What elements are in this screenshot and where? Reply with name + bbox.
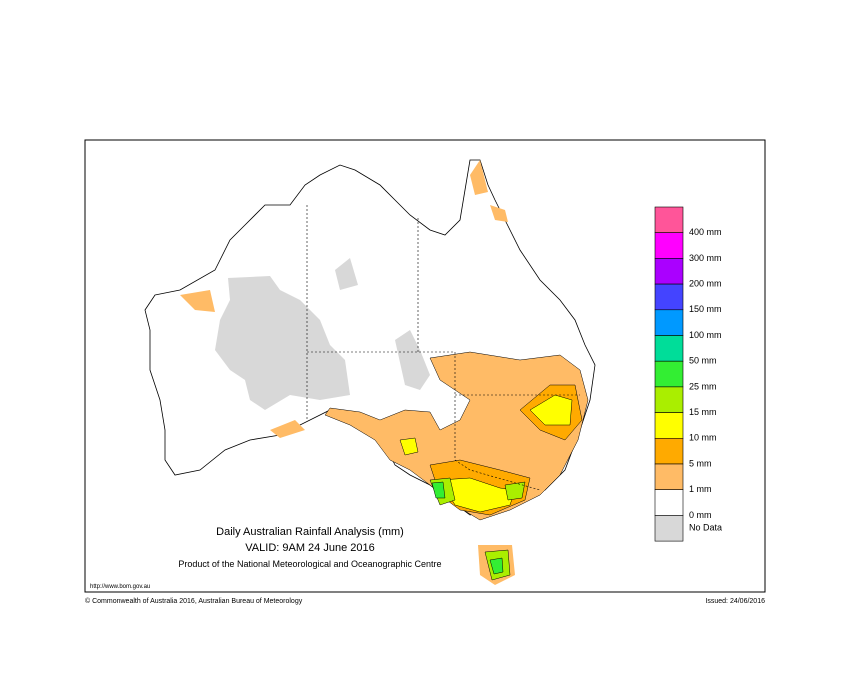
legend-swatch bbox=[654, 489, 684, 516]
rain-1mm-area bbox=[180, 290, 215, 312]
legend-swatch bbox=[654, 232, 684, 259]
no-data-area bbox=[335, 258, 358, 290]
no-data-area bbox=[395, 330, 430, 390]
legend-swatch bbox=[654, 360, 684, 388]
legend-swatch bbox=[654, 309, 684, 336]
rain-1mm-area bbox=[470, 160, 488, 195]
legend-label: 15 mm bbox=[689, 407, 717, 417]
rain-25mm-area bbox=[431, 481, 504, 575]
legend-swatch bbox=[654, 283, 684, 311]
legend-swatch bbox=[654, 463, 684, 491]
copyright: © Commonwealth of Australia 2016, Austra… bbox=[85, 597, 303, 605]
legend-swatch bbox=[654, 258, 684, 285]
legend-label: 1 mm bbox=[689, 484, 712, 494]
url: http://www.bom.gov.au bbox=[90, 584, 150, 590]
legend-swatch bbox=[654, 515, 684, 542]
legend-label: 0 mm bbox=[689, 510, 712, 520]
rain-1mm-area bbox=[270, 420, 305, 438]
state-borders bbox=[306, 205, 580, 491]
rain-1mm-area bbox=[490, 205, 508, 222]
legend-label: 25 mm bbox=[689, 381, 717, 391]
legend-swatch bbox=[654, 437, 684, 465]
issued-date: Issued: 24/06/2016 bbox=[705, 598, 765, 605]
map-title: Daily Australian Rainfall Analysis (mm) bbox=[216, 526, 404, 538]
legend-label: 100 mm bbox=[689, 330, 722, 340]
legend-label: 10 mm bbox=[689, 433, 717, 443]
legend-label: No Data bbox=[689, 523, 722, 533]
legend-swatch bbox=[654, 206, 684, 234]
legend-label: 200 mm bbox=[689, 278, 722, 288]
no-data-area bbox=[215, 276, 350, 410]
valid-time: VALID: 9AM 24 June 2016 bbox=[245, 542, 374, 554]
legend-label: 5 mm bbox=[689, 458, 712, 468]
legend-label: 400 mm bbox=[689, 227, 722, 237]
legend-swatch bbox=[654, 412, 684, 439]
product-note: Product of the National Meteorological a… bbox=[178, 559, 441, 569]
legend-label: 150 mm bbox=[689, 304, 722, 314]
legend: 400 mm 300 mm 200 mm 150 mm 100 mm 50 mm 25 mm… bbox=[654, 206, 722, 542]
legend-swatch bbox=[654, 386, 684, 413]
legend-label: 50 mm bbox=[689, 356, 717, 366]
legend-swatch bbox=[654, 335, 684, 362]
legend-label: 300 mm bbox=[689, 253, 722, 263]
